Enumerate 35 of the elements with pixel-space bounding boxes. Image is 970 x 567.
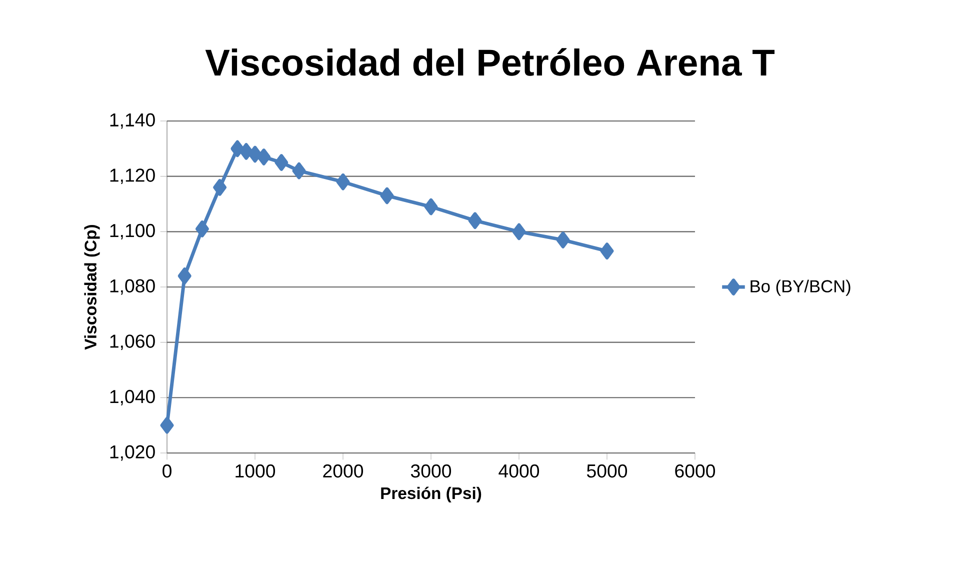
y-tick-label: 1,120 (110, 168, 155, 184)
point (336, 173, 350, 190)
x-tick-label: 3000 (410, 464, 452, 478)
point (178, 268, 192, 284)
point (160, 416, 174, 434)
chart-title: Viscosidad del Petróleo Arena T (205, 48, 775, 76)
x-tick-label: 2000 (323, 464, 364, 478)
y-tick-label: 1,060 (110, 334, 155, 350)
y-tick-label: 1,080 (110, 279, 155, 295)
x-tick-label: 5000 (586, 464, 628, 478)
point (380, 187, 394, 204)
point (239, 143, 253, 160)
point (556, 232, 570, 248)
y-tick-label: 1,140 (110, 113, 155, 129)
y-tick-label: 1,100 (110, 224, 155, 240)
point (512, 223, 526, 240)
point (424, 198, 438, 216)
point (468, 212, 482, 229)
point (292, 162, 306, 180)
x-tick-label: 1000 (236, 464, 276, 478)
x-axis-title: Presión (Psi) (381, 486, 482, 502)
point (213, 178, 227, 196)
x-tick-label: 0 (162, 464, 172, 478)
point (274, 154, 288, 171)
y-axis-title: Viscosidad (Cp) (84, 225, 100, 350)
point (257, 148, 271, 166)
legend-label: Bo (BY/BCN) (750, 280, 850, 296)
y-tick-label: 1,020 (110, 445, 155, 461)
x-tick-label: 4000 (498, 464, 540, 478)
point (248, 146, 262, 163)
y-tick-label: 1,040 (110, 390, 155, 406)
point (195, 220, 209, 238)
point (600, 242, 614, 260)
x-tick-label: 6000 (675, 464, 716, 478)
point (230, 140, 244, 158)
